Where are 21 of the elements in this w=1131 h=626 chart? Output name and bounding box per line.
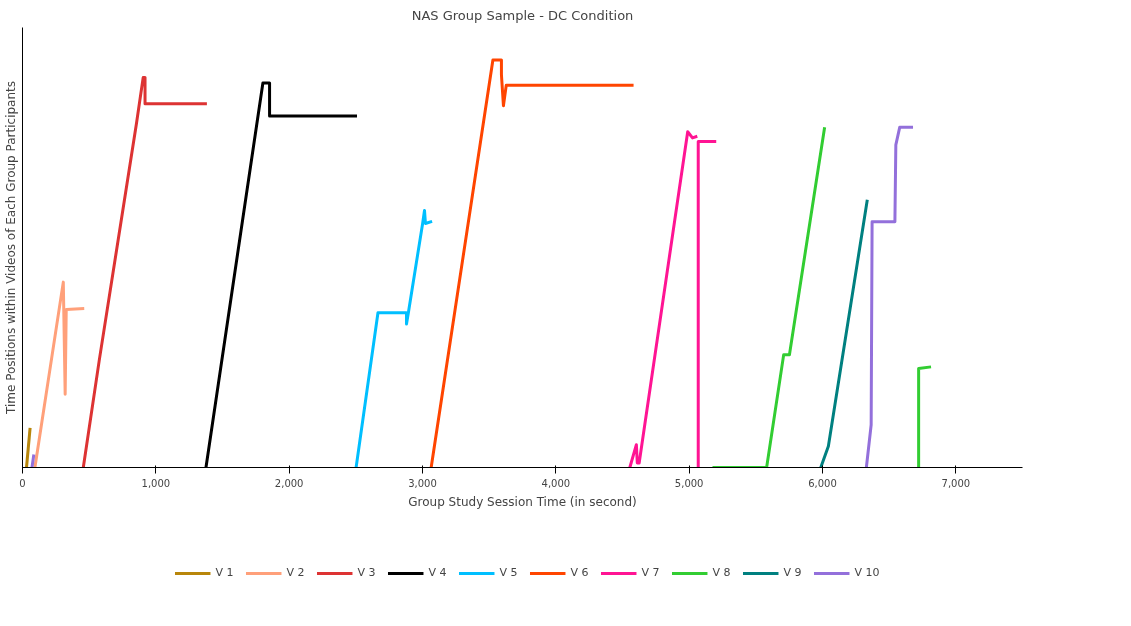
- legend-label: V 4: [428, 566, 448, 580]
- legend-label: V 1: [215, 566, 235, 580]
- x-tick-label: 3,000: [408, 477, 437, 489]
- x-tick-label: 4,000: [541, 477, 571, 489]
- legend-label: V 10: [854, 566, 880, 580]
- x-axis-title: Group Study Session Time (in second): [408, 494, 637, 509]
- legend-label: V 7: [641, 566, 661, 580]
- x-tick-label: 0: [19, 477, 26, 489]
- y-axis-title: Time Positions within Videos of Each Group Participants: [3, 80, 18, 416]
- legend-label: V 8: [712, 566, 732, 580]
- chart-title: NAS Group Sample - DC Condition: [411, 7, 634, 23]
- legend-label: V 3: [357, 566, 377, 580]
- legend-label: V 6: [570, 566, 590, 580]
- legend-label: V 9: [783, 566, 803, 580]
- x-tick-label: 2,000: [274, 477, 304, 489]
- legend-label: V 5: [499, 566, 519, 580]
- x-tick-label: 1,000: [141, 477, 171, 489]
- x-tick-label: 7,000: [941, 477, 971, 489]
- legend-label: V 2: [286, 566, 306, 580]
- x-tick-label: 5,000: [674, 477, 704, 489]
- x-tick-label: 6,000: [808, 477, 837, 489]
